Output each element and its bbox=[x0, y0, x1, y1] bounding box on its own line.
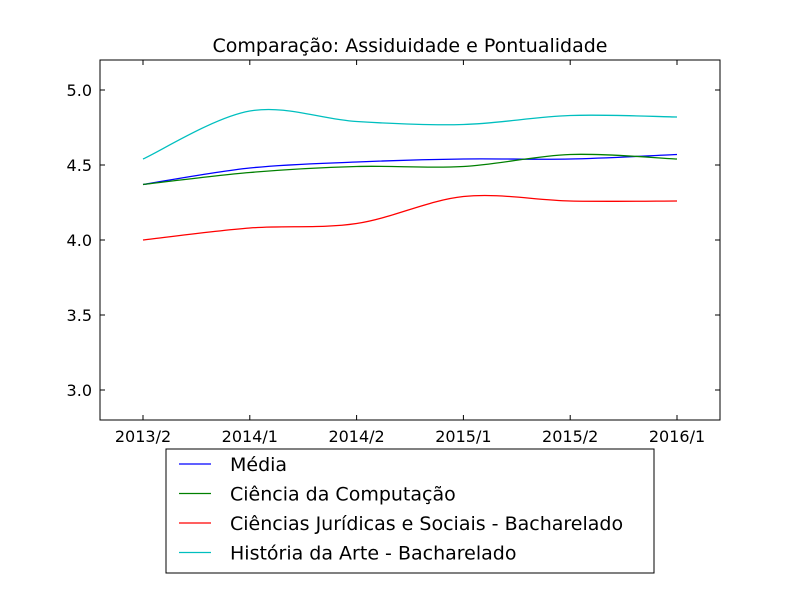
legend-label-2: Ciências Jurídicas e Sociais - Bacharela… bbox=[230, 513, 623, 535]
x-axis: 2013/2 2014/1 2014/2 2015/1 2015/2 2016/1 bbox=[115, 60, 705, 446]
y-tick-label: 3.0 bbox=[67, 381, 92, 400]
x-tick-label: 2015/2 bbox=[542, 427, 598, 446]
legend-label-3: História da Arte - Bacharelado bbox=[230, 543, 516, 565]
x-tick-label: 2014/1 bbox=[222, 427, 278, 446]
x-tick-label: 2013/2 bbox=[115, 427, 171, 446]
chart-title: Comparação: Assiduidade e Pontualidade bbox=[213, 35, 608, 57]
x-tick-label: 2016/1 bbox=[649, 427, 705, 446]
series-line-1 bbox=[142, 153, 678, 186]
y-tick-label: 5.0 bbox=[67, 81, 92, 100]
series-line-0 bbox=[142, 153, 678, 186]
y-tick-label: 4.0 bbox=[67, 231, 92, 250]
plot-lines bbox=[142, 108, 678, 241]
y-axis: 3.0 3.5 4.0 4.5 5.0 bbox=[67, 81, 720, 400]
y-tick-label: 3.5 bbox=[67, 306, 92, 325]
series-line-3 bbox=[142, 108, 678, 160]
legend-label-1: Ciência da Computação bbox=[230, 484, 456, 506]
x-tick-label: 2014/2 bbox=[328, 427, 384, 446]
legend: Média Ciência da Computação Ciências Juríd… bbox=[165, 448, 655, 574]
legend-box bbox=[165, 448, 655, 574]
x-tick-label: 2015/1 bbox=[435, 427, 491, 446]
legend-label-0: Média bbox=[230, 454, 287, 476]
plot-frame bbox=[99, 59, 721, 421]
y-tick-label: 4.5 bbox=[67, 156, 92, 175]
series-line-2 bbox=[142, 194, 678, 241]
